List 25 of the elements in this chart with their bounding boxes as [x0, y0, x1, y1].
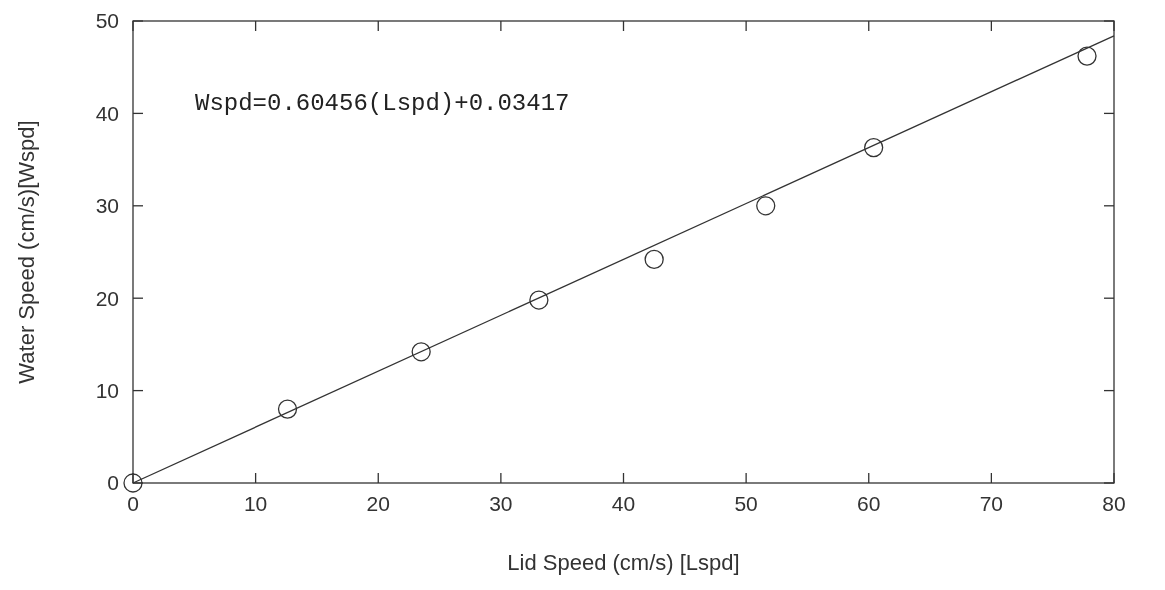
y-axis-title: Water Speed (cm/s)[Wspd]	[14, 120, 39, 384]
x-tick-label: 50	[734, 492, 758, 515]
y-tick-label: 10	[95, 378, 119, 402]
annotation: Wspd=0.60456(Lspd)+0.03417	[195, 90, 570, 117]
y-tick-label: 0	[107, 471, 119, 495]
y-tick-label: 20	[95, 286, 119, 310]
x-tick-label: 0	[127, 492, 139, 515]
point	[644, 249, 664, 270]
y-tick-label: 30	[95, 194, 119, 218]
x-tick-label: 60	[857, 492, 881, 515]
point	[529, 290, 549, 310]
x-tick-label: 70	[979, 492, 1004, 515]
point	[864, 137, 884, 158]
x-axis-title: Lid Speed (cm/s) [Lspd]	[507, 550, 740, 575]
x-tick-label: 20	[366, 492, 390, 515]
x-tick-label: 40	[611, 492, 636, 515]
point	[756, 196, 776, 216]
point	[1077, 46, 1097, 66]
point	[277, 399, 298, 419]
y-tick-label: 50	[95, 9, 119, 33]
x-tick-label: 30	[489, 492, 513, 515]
x-tick-label: 10	[243, 492, 268, 515]
y-tick-label: 40	[95, 101, 119, 125]
point	[411, 342, 431, 362]
x-tick-label: 80	[1102, 492, 1126, 515]
